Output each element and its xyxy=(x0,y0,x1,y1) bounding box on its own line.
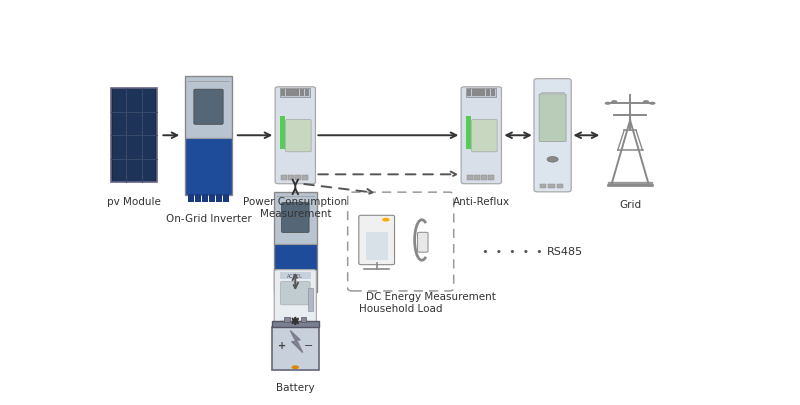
FancyBboxPatch shape xyxy=(286,120,311,152)
Bar xyxy=(209,194,215,202)
Bar xyxy=(276,291,282,299)
Bar xyxy=(488,176,494,181)
Bar xyxy=(282,176,287,181)
Text: RS485: RS485 xyxy=(547,246,583,256)
Bar xyxy=(223,194,230,202)
Bar xyxy=(281,321,288,326)
FancyBboxPatch shape xyxy=(472,120,497,152)
FancyBboxPatch shape xyxy=(282,203,309,233)
FancyBboxPatch shape xyxy=(281,282,310,305)
Bar xyxy=(186,77,232,138)
Circle shape xyxy=(650,102,655,106)
FancyBboxPatch shape xyxy=(194,90,223,125)
Bar xyxy=(309,291,314,299)
FancyBboxPatch shape xyxy=(359,216,394,265)
Bar xyxy=(280,273,310,279)
Bar xyxy=(281,90,285,97)
Bar xyxy=(272,327,318,370)
Bar xyxy=(477,90,481,97)
Text: pv Module: pv Module xyxy=(107,197,161,207)
FancyBboxPatch shape xyxy=(274,270,316,329)
Circle shape xyxy=(382,218,390,222)
Bar xyxy=(467,176,473,181)
Circle shape xyxy=(291,365,299,369)
Text: Anti-Reflux: Anti-Reflux xyxy=(453,197,510,207)
Text: Battery: Battery xyxy=(276,382,314,392)
Bar xyxy=(113,90,155,182)
Bar xyxy=(290,90,294,97)
Bar xyxy=(295,176,301,181)
Text: Household Load: Household Load xyxy=(359,304,442,313)
Bar xyxy=(308,288,314,311)
Text: +: + xyxy=(278,340,286,350)
Text: −: − xyxy=(304,340,313,350)
Bar xyxy=(540,184,546,189)
Bar xyxy=(366,232,388,261)
Bar xyxy=(466,89,497,98)
Text: DC Energy Measurement: DC Energy Measurement xyxy=(366,292,496,301)
Bar xyxy=(195,194,201,202)
Bar xyxy=(186,77,232,195)
Bar xyxy=(280,89,310,98)
FancyBboxPatch shape xyxy=(539,95,566,142)
Bar xyxy=(482,90,486,97)
Bar xyxy=(491,90,495,97)
Bar xyxy=(302,176,308,181)
Bar xyxy=(286,90,290,97)
Bar xyxy=(300,321,308,326)
Bar xyxy=(272,321,318,327)
FancyBboxPatch shape xyxy=(418,233,428,253)
FancyBboxPatch shape xyxy=(534,79,571,192)
Bar xyxy=(216,194,222,202)
Bar xyxy=(302,291,308,299)
Bar xyxy=(202,194,208,202)
Text: On-Grid Inverter: On-Grid Inverter xyxy=(166,214,251,224)
Circle shape xyxy=(547,157,558,163)
Bar xyxy=(471,90,476,97)
Polygon shape xyxy=(290,331,302,353)
Bar xyxy=(186,138,232,195)
FancyBboxPatch shape xyxy=(461,87,502,184)
Circle shape xyxy=(643,101,649,104)
Bar xyxy=(274,244,317,292)
Bar xyxy=(549,184,554,189)
Bar xyxy=(290,321,298,326)
Circle shape xyxy=(605,102,611,106)
Bar xyxy=(305,90,309,97)
Bar xyxy=(188,194,194,202)
Bar xyxy=(274,192,317,244)
Bar xyxy=(290,291,294,299)
Bar xyxy=(557,184,563,189)
Bar xyxy=(300,90,304,97)
Bar xyxy=(274,192,317,292)
Bar xyxy=(474,176,480,181)
Circle shape xyxy=(611,101,618,104)
Bar xyxy=(295,90,299,97)
Text: ACREL: ACREL xyxy=(287,273,303,278)
Bar xyxy=(282,291,288,299)
Bar xyxy=(301,317,306,322)
Bar xyxy=(288,176,294,181)
Bar xyxy=(280,117,285,150)
Bar xyxy=(482,176,487,181)
Bar xyxy=(466,90,471,97)
Text: Grid: Grid xyxy=(619,200,641,210)
Bar xyxy=(466,117,471,150)
Bar xyxy=(111,89,158,183)
Text: • • • • •: • • • • • xyxy=(482,246,542,256)
Text: Power Consumption
Measurement: Power Consumption Measurement xyxy=(243,197,347,218)
Bar xyxy=(486,90,490,97)
Bar xyxy=(284,317,290,322)
Bar xyxy=(296,291,302,299)
FancyBboxPatch shape xyxy=(275,87,315,184)
